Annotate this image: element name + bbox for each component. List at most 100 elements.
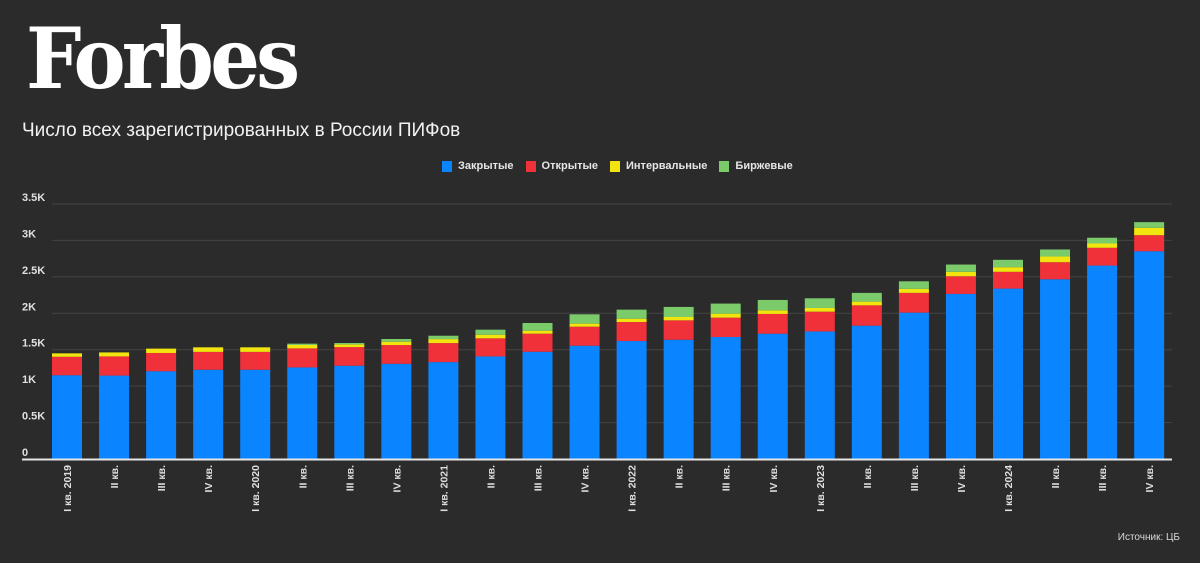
bar-segment-closed <box>475 356 506 459</box>
bar-segment-interval <box>1134 227 1165 236</box>
x-tick-label: II кв. <box>1050 465 1062 488</box>
source-note: Источник: ЦБ <box>1117 532 1180 543</box>
bar-segment-closed <box>757 333 788 459</box>
chart-legend: Закрытые Открытые Интервальные Биржевые <box>442 160 793 172</box>
bar-stack <box>663 306 694 459</box>
bar-segment-interval <box>240 347 271 352</box>
x-tick-label: III кв. <box>533 465 545 491</box>
bar-segment-open <box>1087 247 1118 266</box>
bar-segment-closed <box>804 331 835 459</box>
bar-segment-exchange <box>1134 222 1165 228</box>
bar-segment-interval <box>1087 243 1118 248</box>
bar-stack <box>710 303 741 459</box>
legend-label-interval: Интервальные <box>626 160 708 172</box>
bar-segment-open <box>334 347 365 366</box>
bar-segment-exchange <box>381 339 412 342</box>
bar-segment-open <box>428 343 459 363</box>
y-axis-ticks: 0 0.5K 1K 1.5K 2K 2.5K 3K 3.5K <box>22 192 45 459</box>
bar-segment-open <box>287 348 318 368</box>
bar-segment-open <box>146 352 177 372</box>
bar-segment-closed <box>287 367 318 459</box>
y-tick-label: 2.5K <box>22 265 45 277</box>
bar-segment-interval <box>993 267 1023 272</box>
bar-stack <box>898 281 929 459</box>
bar-segment-interval <box>616 318 647 323</box>
x-tick-label: II кв. <box>485 465 497 488</box>
legend-swatch-open <box>525 160 536 172</box>
chart-title: Число всех зарегистрированных в России П… <box>22 120 461 141</box>
legend-item-exchange: Биржевые <box>719 160 793 172</box>
bar-segment-open <box>1040 262 1071 280</box>
bar-segment-closed <box>334 365 365 459</box>
bar-segment-open <box>240 351 271 370</box>
bar-segment-interval <box>757 310 788 314</box>
legend-item-interval: Интервальные <box>610 160 707 172</box>
bar-stack <box>945 264 976 459</box>
bar-stack <box>52 353 82 459</box>
bar-segment-closed <box>993 288 1023 459</box>
bar-segment-exchange <box>475 329 506 335</box>
bar-segment-open <box>616 322 647 342</box>
bar-stack <box>146 348 177 459</box>
bar-segment-exchange <box>287 343 318 345</box>
bar-segment-closed <box>851 325 882 459</box>
bar-segment-open <box>898 292 929 313</box>
bar-segment-exchange <box>428 335 459 340</box>
bar-segment-interval <box>52 353 82 357</box>
x-tick-label: III кв. <box>344 465 356 491</box>
bar-segment-exchange <box>522 322 553 331</box>
bar-segment-closed <box>945 293 976 459</box>
legend-label-exchange: Биржевые <box>735 160 793 172</box>
bar-segment-interval <box>569 323 600 327</box>
bar-stack <box>1040 249 1071 459</box>
bar-segment-interval <box>663 317 694 321</box>
bar-stack <box>99 352 130 459</box>
x-tick-label: I кв. 2022 <box>627 465 639 512</box>
gridlines <box>52 203 1172 424</box>
bar-stack <box>428 335 459 459</box>
bar-segment-closed <box>1040 279 1071 459</box>
x-tick-label: I кв. 2019 <box>62 465 74 512</box>
x-tick-label: IV кв. <box>956 465 968 493</box>
legend-swatch-exchange <box>719 160 730 172</box>
bar-stack <box>381 339 412 459</box>
bar-segment-interval <box>710 313 741 318</box>
x-tick-label: I кв. 2021 <box>438 465 450 512</box>
x-tick-label: III кв. <box>721 465 733 491</box>
bar-segment-closed <box>52 375 82 459</box>
bar-stack <box>757 299 788 459</box>
bar-segment-open <box>475 338 506 357</box>
bar-segment-interval <box>193 347 224 352</box>
bar-segment-exchange <box>945 264 976 272</box>
y-tick-label: 1.5K <box>22 338 45 350</box>
bar-segment-open <box>945 276 976 294</box>
bar-segment-closed <box>522 351 553 459</box>
bar-segment-interval <box>945 271 976 277</box>
bar-segment-exchange <box>334 343 365 345</box>
bar-segment-open <box>193 351 224 370</box>
bar-segment-open <box>993 271 1023 289</box>
x-tick-label: IV кв. <box>580 465 592 493</box>
bar-segment-open <box>522 333 553 352</box>
bar-segment-exchange <box>1040 249 1071 257</box>
bar-segment-interval <box>287 344 318 349</box>
bar-stack <box>240 347 271 459</box>
bar-segment-interval <box>851 301 882 306</box>
bar-segment-open <box>663 320 694 340</box>
legend-item-closed: Закрытые <box>442 160 514 172</box>
bar-segment-open <box>1134 235 1165 252</box>
bar-stack <box>334 343 365 459</box>
x-tick-label: IV кв. <box>203 465 215 493</box>
bar-segment-closed <box>146 371 177 459</box>
bar-segment-interval <box>898 288 929 293</box>
bar-segment-exchange <box>851 292 882 302</box>
bar-stack <box>569 314 600 459</box>
y-tick-label: 1K <box>22 374 36 386</box>
y-tick-label: 2K <box>22 301 36 313</box>
bar-segment-open <box>710 317 741 338</box>
bar-segment-interval <box>804 307 835 312</box>
x-tick-label: III кв. <box>909 465 921 491</box>
x-tick-label: II кв. <box>109 465 121 488</box>
x-tick-label: I кв. 2020 <box>250 465 262 512</box>
bar-stack <box>287 343 318 459</box>
